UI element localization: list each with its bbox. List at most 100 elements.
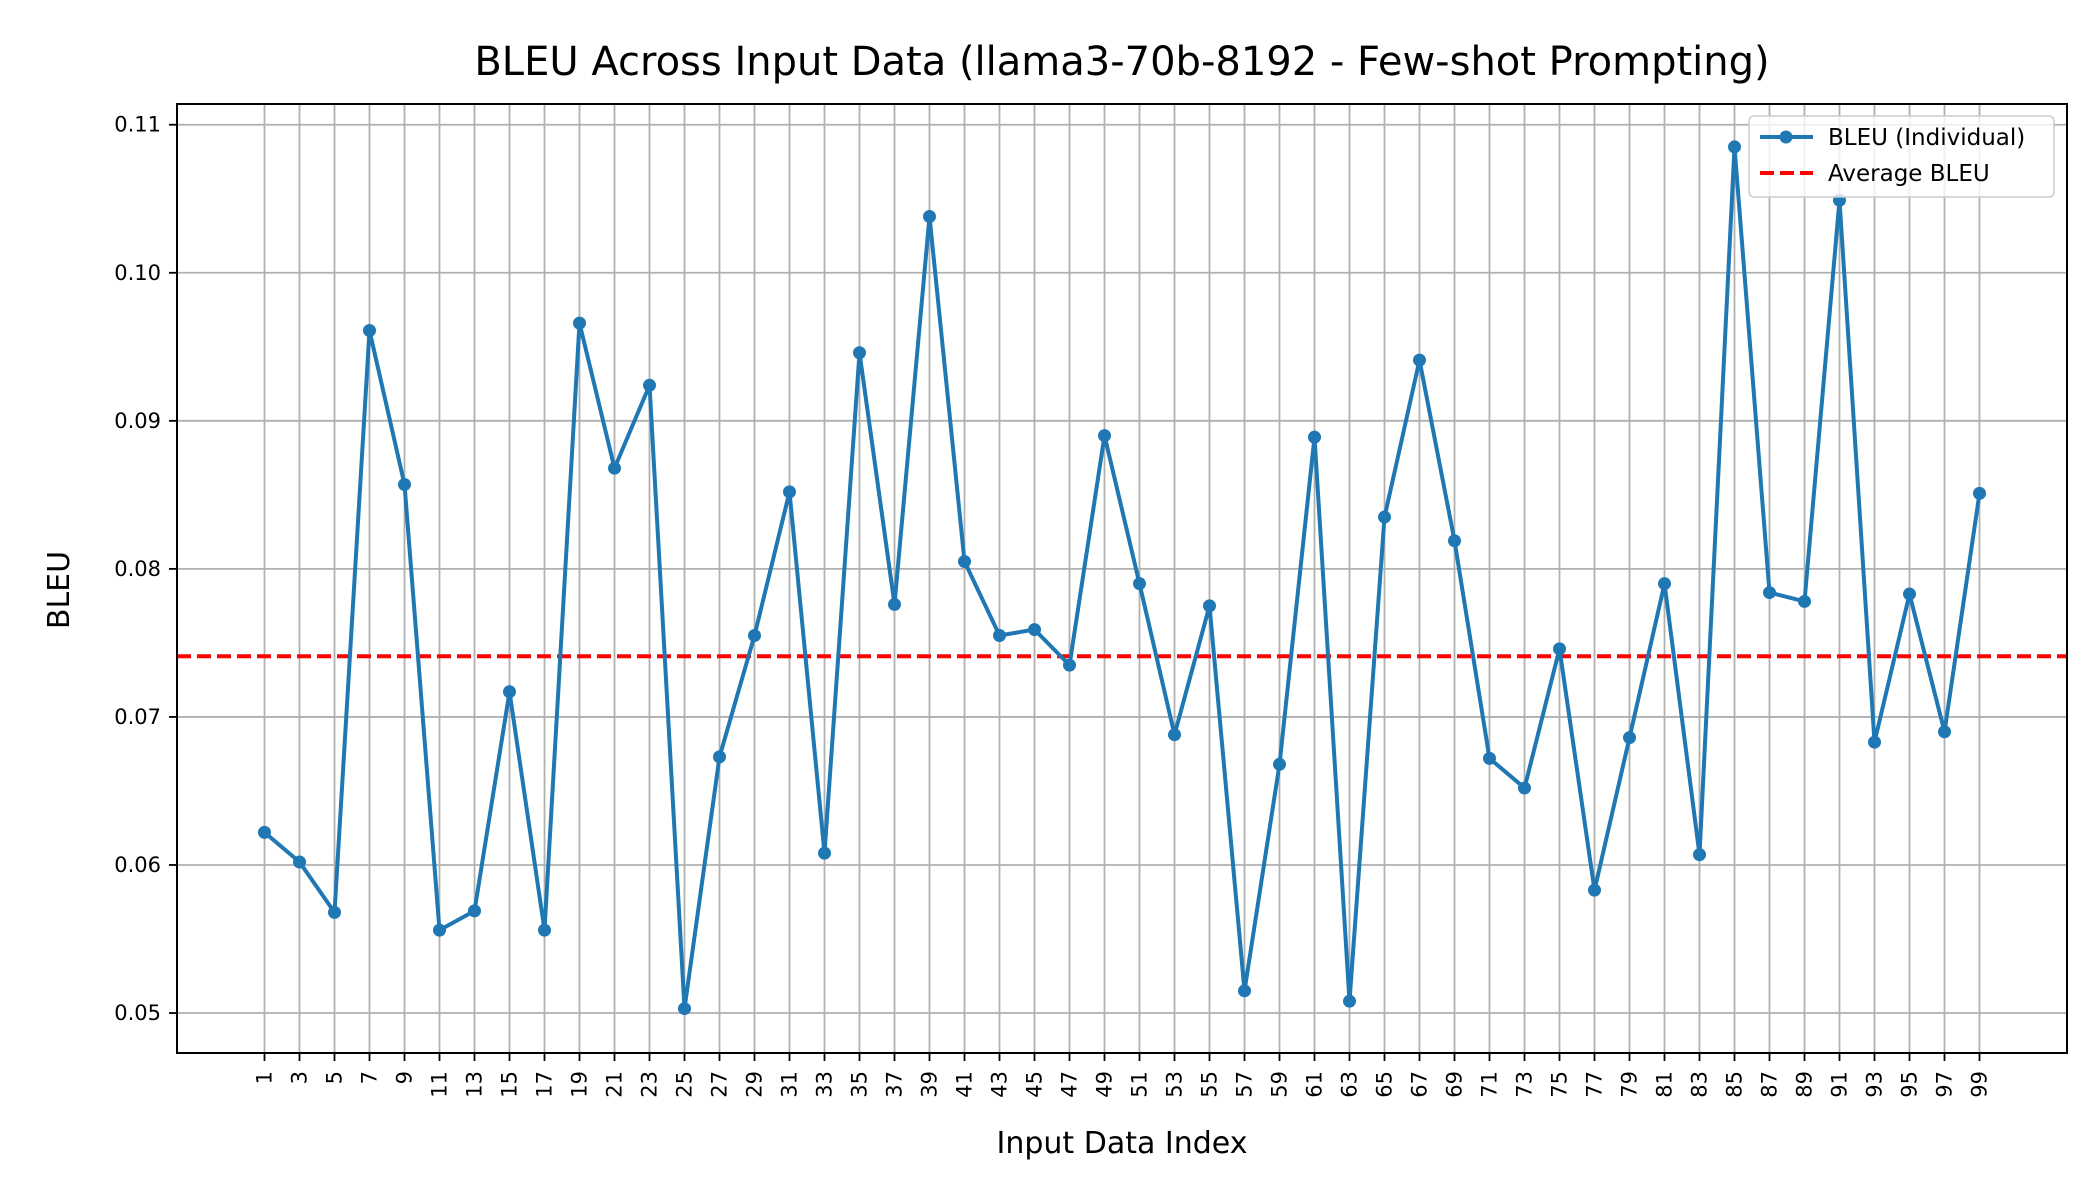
x-tick-label: 51 [1128, 1071, 1152, 1098]
bleu-point [1553, 642, 1566, 656]
x-tick-label: 53 [1163, 1071, 1187, 1098]
bleu-point [888, 597, 901, 611]
x-tick-label: 65 [1373, 1071, 1397, 1098]
x-tick-label: 11 [428, 1071, 452, 1098]
x-tick-label: 59 [1268, 1071, 1292, 1098]
bleu-point [608, 461, 621, 475]
y-tick-label: 0.08 [114, 557, 161, 581]
x-tick-label: 83 [1688, 1071, 1712, 1098]
bleu-point [1868, 735, 1881, 749]
bleu-point [1098, 429, 1111, 443]
bleu-point [958, 554, 971, 568]
bleu-point [783, 485, 796, 499]
x-tick-label: 79 [1618, 1071, 1642, 1098]
x-tick-label: 29 [743, 1071, 767, 1098]
x-tick-label: 45 [1023, 1071, 1047, 1098]
chart-title: BLEU Across Input Data (llama3-70b-8192 … [474, 39, 1769, 85]
bleu-point [398, 477, 411, 491]
x-axis-ticks: 1 3 5 7 9 11 13 15 17 19 21 23 25 27 29 31 33 35 37 39 41 43 4… [253, 1053, 1992, 1098]
bleu-point [678, 1002, 691, 1016]
bleu-point [1798, 594, 1811, 608]
x-tick-label: 21 [603, 1071, 627, 1098]
x-axis-label: Input Data Index [997, 1126, 1248, 1161]
x-tick-label: 69 [1443, 1071, 1467, 1098]
bleu-point [1378, 510, 1391, 524]
bleu-point [1063, 658, 1076, 672]
x-tick-label: 7 [358, 1071, 382, 1084]
bleu-point [328, 905, 341, 919]
bleu-point [1588, 883, 1601, 897]
bleu-point [433, 923, 446, 937]
bleu-point [1728, 140, 1741, 154]
x-tick-label: 93 [1863, 1071, 1887, 1098]
legend-label-individual: BLEU (Individual) [1828, 125, 2025, 151]
x-tick-label: 71 [1478, 1071, 1502, 1098]
y-axis-ticks: 0.05 0.06 0.07 0.08 0.09 0.10 0.11 [114, 113, 177, 1025]
x-tick-label: 91 [1828, 1071, 1852, 1098]
x-tick-label: 3 [288, 1071, 312, 1084]
bleu-point [1343, 994, 1356, 1008]
x-tick-label: 5 [323, 1071, 347, 1084]
x-tick-label: 99 [1968, 1071, 1992, 1098]
x-tick-label: 75 [1548, 1071, 1572, 1098]
bleu-individual-line [263, 144, 1982, 1011]
y-tick-label: 0.11 [114, 113, 161, 137]
bleu-point [1763, 586, 1776, 600]
series-layer [258, 140, 1986, 1016]
x-tick-label: 25 [673, 1071, 697, 1098]
bleu-point [818, 846, 831, 860]
bleu-point [643, 378, 656, 392]
x-tick-label: 55 [1198, 1071, 1222, 1098]
bleu-point [713, 750, 726, 764]
x-tick-label: 95 [1898, 1071, 1922, 1098]
x-tick-label: 27 [708, 1071, 732, 1098]
x-tick-label: 23 [638, 1071, 662, 1098]
bleu-point [503, 685, 516, 699]
x-tick-label: 97 [1933, 1071, 1957, 1098]
plot-frame [176, 103, 2068, 1054]
bleu-point [538, 923, 551, 937]
x-tick-label: 17 [533, 1071, 557, 1098]
x-tick-label: 37 [883, 1071, 907, 1098]
bleu-point [1903, 587, 1916, 601]
bleu-point [1028, 623, 1041, 637]
x-tick-label: 85 [1723, 1071, 1747, 1098]
x-tick-label: 67 [1408, 1071, 1432, 1098]
bleu-point [748, 628, 761, 642]
bleu-point [1693, 848, 1706, 862]
bleu-point [1483, 751, 1496, 765]
bleu-point [1973, 486, 1986, 500]
bleu-point [1448, 534, 1461, 548]
x-tick-label: 63 [1338, 1071, 1362, 1098]
x-tick-label: 89 [1793, 1071, 1817, 1098]
y-tick-label: 0.07 [114, 705, 161, 729]
y-tick-label: 0.06 [114, 853, 161, 877]
x-tick-label: 1 [253, 1071, 277, 1084]
legend: BLEU (Individual) Average BLEU [1748, 115, 2055, 198]
x-tick-label: 19 [568, 1071, 592, 1098]
bleu-point [1518, 781, 1531, 795]
bleu-point [993, 628, 1006, 642]
y-tick-label: 0.10 [114, 261, 161, 285]
bleu-point [1133, 577, 1146, 591]
bleu-point [1168, 728, 1181, 742]
bleu-point [1623, 731, 1636, 745]
x-tick-label: 9 [393, 1071, 417, 1084]
x-tick-label: 49 [1093, 1071, 1117, 1098]
bleu-point [923, 210, 936, 224]
bleu-point [1308, 430, 1321, 444]
grid [177, 104, 2067, 1053]
bleu-point [293, 855, 306, 869]
bleu-point [258, 825, 271, 839]
bleu-point [1203, 599, 1216, 613]
x-tick-label: 61 [1303, 1071, 1327, 1098]
bleu-point [1938, 725, 1951, 739]
x-tick-label: 73 [1513, 1071, 1537, 1098]
legend-label-average: Average BLEU [1828, 161, 1990, 187]
x-tick-label: 35 [848, 1071, 872, 1098]
x-tick-label: 13 [463, 1071, 487, 1098]
bleu-point [363, 324, 376, 338]
x-tick-label: 31 [778, 1071, 802, 1098]
x-tick-label: 47 [1058, 1071, 1082, 1098]
